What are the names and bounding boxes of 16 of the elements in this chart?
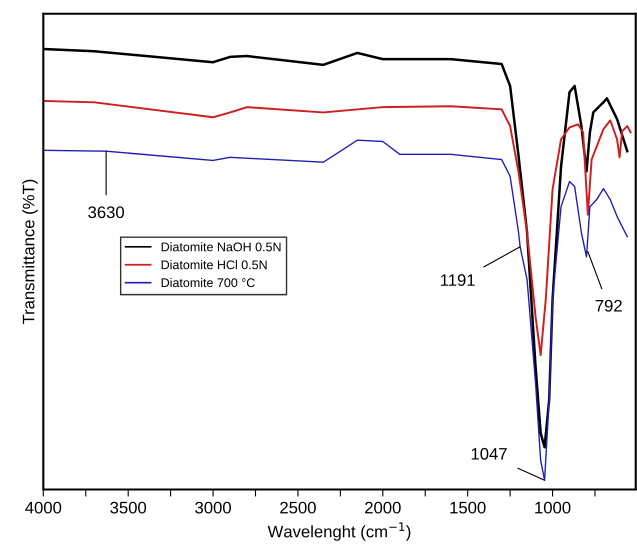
x-tick-label: 2500	[280, 502, 316, 514]
x-tick-label: 3000	[195, 502, 231, 514]
annotation: 792	[596, 300, 622, 312]
annotation: 3630	[88, 206, 124, 218]
x-tick-label: 2000	[365, 502, 401, 514]
y-axis-title: Transmittance (%T)	[22, 180, 38, 324]
x-axis-title: Wavelenght (cm$^{−1}$)	[268, 522, 410, 541]
annotation: 1191	[440, 274, 475, 286]
x-tick-label: 4000	[25, 502, 62, 514]
annotation: 1047	[472, 448, 507, 460]
x-tick-label: 3500	[110, 502, 146, 514]
legend-label: Diatomite NaOH 0.5N	[162, 242, 281, 252]
x-tick-label: 1000	[535, 502, 570, 514]
x-tick-label: 1500	[450, 502, 486, 514]
legend-label: Diatomite HCl 0.5N	[162, 260, 267, 270]
legend-label: Diatomite 700 °C	[162, 278, 255, 288]
